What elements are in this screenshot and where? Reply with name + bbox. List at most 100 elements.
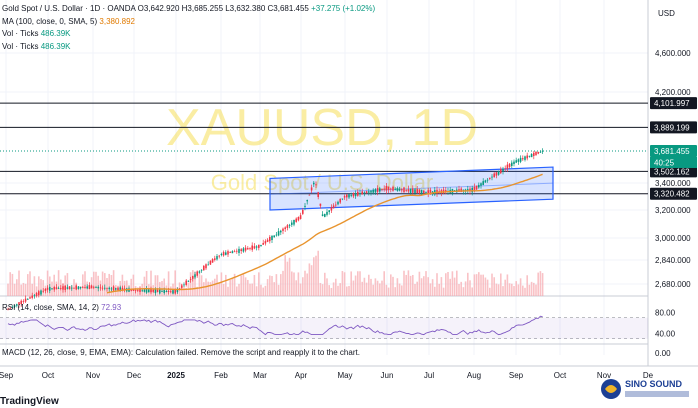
volume-bar (535, 284, 537, 296)
candle-body (541, 150, 544, 152)
time-tick: Oct (42, 371, 55, 380)
candle-body (172, 290, 174, 294)
volume-bar (497, 284, 500, 296)
candle-body (299, 215, 302, 219)
price-tick: 2,680.000 (655, 280, 691, 289)
watermark-name: Gold Spot / U.S. Dollar (211, 170, 434, 195)
volume-bar (478, 272, 480, 296)
vol-value: 486.39K (40, 29, 71, 38)
candle-body (148, 289, 150, 293)
candle-body (60, 288, 62, 289)
volume-bar (264, 285, 267, 296)
candle-body (220, 253, 223, 255)
volume-bar (304, 270, 306, 296)
volume-bar (247, 279, 249, 296)
volume-bar (390, 274, 392, 296)
horizontal-levels[interactable] (0, 102, 648, 195)
volume-bar (262, 287, 264, 296)
candle-body (51, 288, 53, 290)
candle-body (269, 237, 271, 242)
currency-label[interactable]: USD (658, 9, 675, 18)
candle-body (295, 218, 297, 222)
time-tick: Jun (381, 371, 394, 380)
price-marker (650, 144, 697, 157)
candle-body (284, 227, 286, 230)
volume-bar (491, 273, 493, 296)
volume-bar (38, 276, 40, 296)
candles (7, 148, 544, 311)
volume-bar (132, 274, 135, 296)
volume-bar (473, 274, 476, 296)
candle-body (508, 163, 511, 167)
volume-bar (381, 280, 383, 296)
volume-bar (350, 271, 352, 296)
price-tick: 3,200.000 (655, 206, 691, 215)
volume-bar (528, 284, 531, 296)
candle-body (484, 180, 487, 183)
volume-bar (174, 270, 176, 296)
candle-body (343, 196, 346, 198)
candle-body (515, 160, 517, 163)
rsi-pane (0, 315, 648, 340)
candle-body (211, 259, 214, 263)
volume-bar (293, 272, 295, 296)
price-marker (650, 187, 697, 200)
volume-bar (275, 274, 278, 296)
time-tick: Apr (295, 371, 308, 380)
volume-bars (7, 250, 544, 296)
candle-body (110, 288, 113, 290)
volume-bar (7, 283, 9, 296)
macd-tick: 0.00 (655, 349, 671, 358)
volume-bar (541, 273, 544, 296)
rsi-label: RSI (14, close, SMA, 14, 2) (2, 303, 99, 312)
price-axis[interactable]: 4,600.000 4,200.000 3,400.000 3,200.000 3,00… (650, 49, 697, 358)
volume-bar (511, 283, 513, 296)
vol-label[interactable]: Vol · Ticks (2, 29, 39, 38)
candle-body (137, 289, 139, 291)
candle-body (291, 222, 293, 225)
volume-bar (469, 280, 471, 296)
candle-body (44, 288, 47, 291)
symbol-title[interactable]: Gold Spot / U.S. Dollar · 1D · OANDA (2, 4, 136, 13)
volume-bar (203, 282, 205, 296)
volume-bar (482, 274, 484, 296)
candle-body (57, 287, 60, 289)
time-axis[interactable]: Sep Oct Nov Dec 2025 Feb Mar Apr May Jun Jul Aug Sep… (0, 371, 654, 380)
candle-body (266, 239, 269, 242)
candle-body (418, 189, 421, 193)
candle-body (198, 271, 201, 273)
time-tick: Aug (467, 371, 481, 380)
volume-bar (427, 277, 429, 296)
ma-label[interactable]: MA (100, close, 0, SMA, 5) (2, 16, 98, 26)
volume-bar (104, 273, 106, 296)
candle-body (486, 179, 489, 181)
volume-bar (167, 271, 170, 296)
candle-body (403, 187, 405, 193)
volume-bar (385, 284, 388, 296)
candle-body (526, 155, 528, 159)
volume-bar (192, 270, 194, 296)
volume-bar (471, 287, 473, 296)
volume-bar (68, 287, 71, 296)
candle-body (24, 298, 27, 302)
volume-bar (53, 274, 55, 296)
rsi-line (7, 315, 543, 336)
price-marker (650, 121, 697, 134)
volume-bar (260, 284, 262, 296)
volume-bar (57, 270, 60, 296)
price-tick: 3,400.000 (655, 179, 691, 188)
price-marker-text: 3,320.482 (654, 190, 690, 199)
rsi-legend[interactable]: RSI (14, close, SMA, 14, 2) 72.93 (2, 303, 121, 312)
time-tick: May (337, 371, 352, 380)
ma-value: 3,380.892 (99, 16, 135, 26)
volume-bar (442, 287, 445, 296)
volume-bar (183, 286, 185, 296)
volume-bar (447, 271, 449, 296)
volume-bar (33, 276, 36, 296)
macd-legend[interactable]: MACD (12, 26, close, 9, EMA, EMA): Calcu… (2, 348, 360, 357)
volume-bar (394, 287, 396, 296)
vol-label-2[interactable]: Vol · Ticks (2, 41, 39, 51)
candle-body (108, 287, 110, 290)
candle-body (409, 188, 412, 193)
